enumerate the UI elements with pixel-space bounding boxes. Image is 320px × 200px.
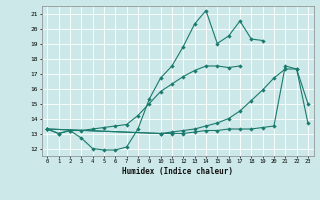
X-axis label: Humidex (Indice chaleur): Humidex (Indice chaleur) <box>122 167 233 176</box>
